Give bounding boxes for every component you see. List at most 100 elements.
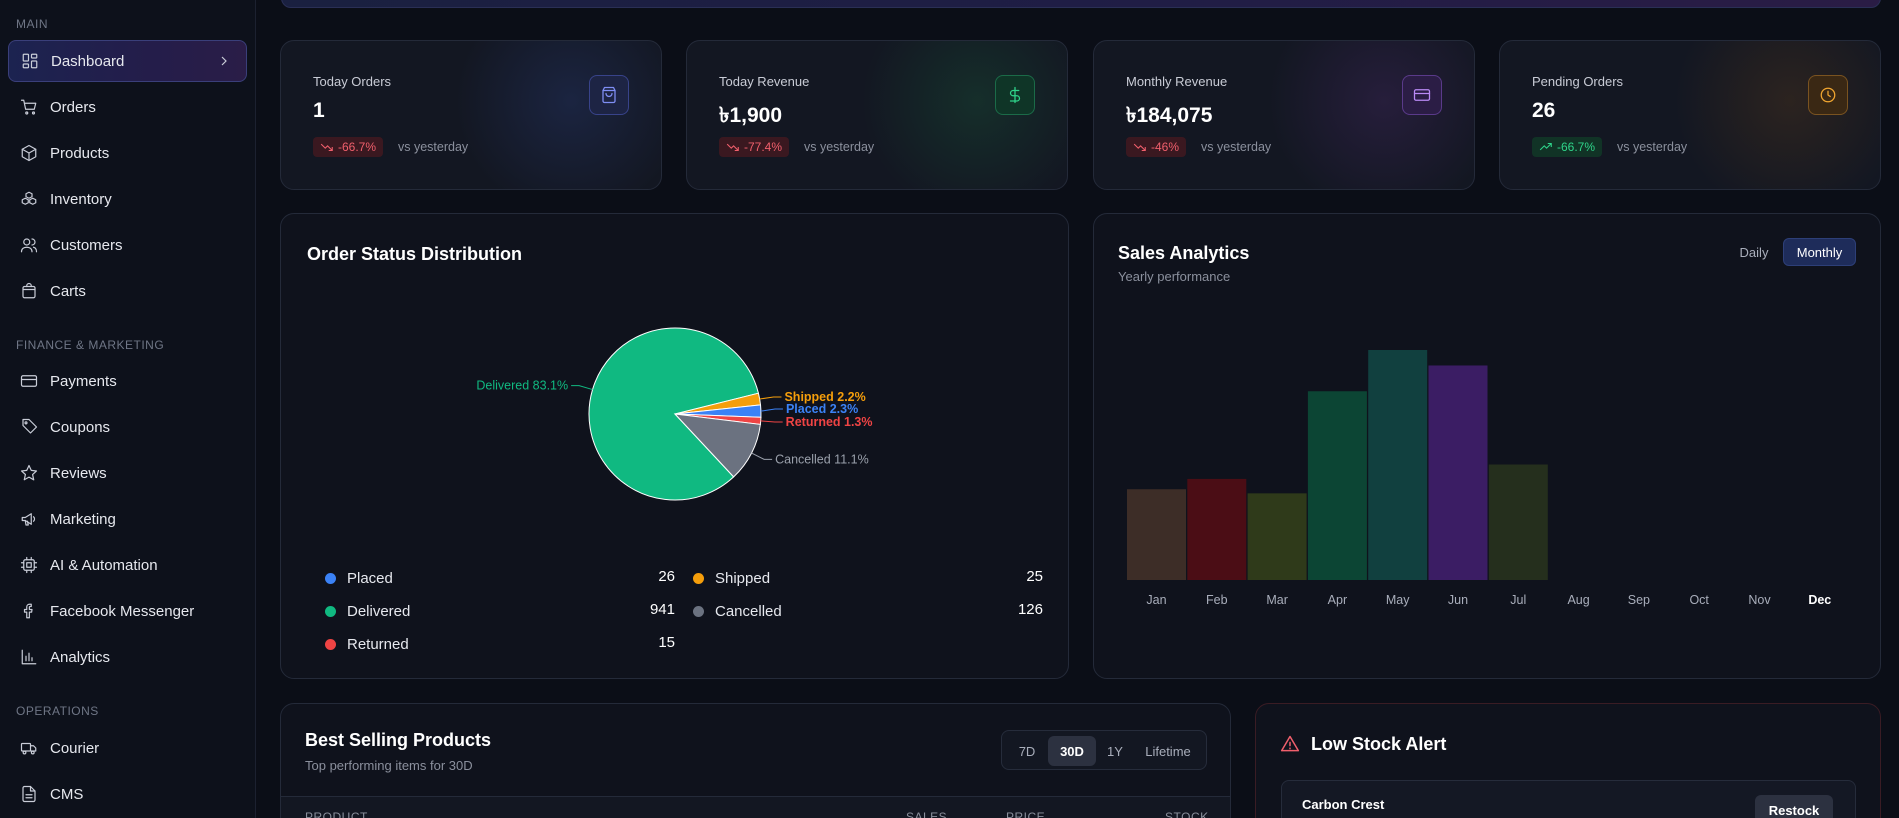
toggle-monthly[interactable]: Monthly	[1783, 238, 1856, 266]
x-tick-sep: Sep	[1627, 593, 1651, 607]
restock-button[interactable]: Restock	[1755, 795, 1833, 818]
sidebar-item-analytics[interactable]: Analytics	[8, 636, 247, 678]
stat-compare-text: vs yesterday	[1201, 140, 1272, 154]
range-lifetime[interactable]: Lifetime	[1145, 743, 1191, 759]
top-banner	[281, 0, 1881, 8]
tag-icon	[20, 418, 38, 436]
low-stock-panel: Low Stock Alert Carbon Crest Restock	[1255, 703, 1881, 818]
sidebar-item-label: Customers	[50, 236, 123, 254]
dollar-icon	[995, 75, 1035, 115]
alert-triangle-icon	[1280, 734, 1300, 759]
sidebar-item-inventory[interactable]: Inventory	[8, 178, 247, 220]
stat-label: Today Orders	[313, 74, 392, 89]
bar-jan	[1127, 489, 1186, 580]
x-tick-jun: Jun	[1447, 593, 1469, 607]
x-tick-feb: Feb	[1206, 593, 1228, 607]
dashboard-icon	[21, 52, 39, 70]
megaphone-icon	[20, 510, 38, 528]
bar-apr	[1307, 391, 1367, 580]
range-7d[interactable]: 7D	[1018, 743, 1036, 759]
legend-dot	[693, 572, 704, 584]
legend-item-placed: Placed	[325, 568, 393, 588]
column-header-stock: STOCK	[1165, 810, 1209, 818]
legend-dot	[693, 605, 704, 617]
x-tick-aug: Aug	[1567, 593, 1590, 607]
legend-item-shipped: Shipped	[693, 568, 770, 588]
trending-up-icon	[1539, 142, 1552, 151]
pie-leader-line	[759, 396, 782, 400]
sidebar-item-label: Payments	[50, 372, 117, 390]
sidebar-item-label: Products	[50, 144, 110, 162]
sidebar-item-label: Orders	[50, 98, 96, 116]
sidebar-item-orders[interactable]: Orders	[8, 86, 247, 128]
facebook-icon	[20, 602, 38, 620]
bar-may	[1368, 350, 1428, 580]
x-tick-jan: Jan	[1146, 593, 1167, 607]
sidebar-item-label: Coupons	[50, 418, 111, 436]
pie-label-returned: Returned 1.3%	[786, 415, 873, 429]
sidebar-item-courier[interactable]: Courier	[8, 727, 247, 769]
box-icon	[20, 144, 38, 162]
truck-icon	[20, 739, 38, 757]
stat-label: Monthly Revenue	[1126, 74, 1228, 89]
table-header: PRODUCT SALES PRICE STOCK	[281, 796, 1230, 818]
pie-leader-line	[571, 385, 593, 391]
sidebar-item-label: Courier	[50, 739, 100, 757]
panel-title: Low Stock Alert	[1311, 734, 1447, 754]
sidebar-item-label: Analytics	[50, 648, 111, 666]
pie-slice-cancelled	[673, 413, 761, 478]
legend-value-cancelled: 126	[1017, 601, 1043, 618]
bar-chart-icon	[20, 648, 38, 666]
trend-badge: -46%	[1126, 137, 1187, 157]
sidebar-item-facebook-messenger[interactable]: Facebook Messenger	[8, 590, 247, 632]
document-icon	[20, 785, 38, 803]
credit-card-icon	[1402, 75, 1442, 115]
range-30d[interactable]: 30D	[1048, 736, 1096, 766]
sidebar-item-label: Dashboard	[51, 52, 125, 70]
bar-jun	[1428, 365, 1488, 580]
stat-compare-text: vs yesterday	[1617, 140, 1688, 154]
sidebar-item-customers[interactable]: Customers	[8, 224, 247, 266]
pie-leader-line	[760, 408, 783, 412]
pie-label-placed: Placed 2.3%	[786, 402, 858, 416]
pie-label-cancelled: Cancelled 11.1%	[775, 452, 869, 466]
sidebar-item-label: Inventory	[50, 190, 112, 208]
range-1y[interactable]: 1Y	[1107, 743, 1123, 759]
legend-value-placed: 26	[658, 568, 675, 585]
legend-item-returned: Returned	[325, 634, 409, 654]
pie-label-shipped: Shipped 2.2%	[784, 390, 865, 404]
sidebar-item-label: AI & Automation	[50, 556, 158, 574]
stat-compare-text: vs yesterday	[804, 140, 875, 154]
stat-value: 26	[1532, 99, 1556, 122]
column-header-price: PRICE	[1006, 810, 1046, 818]
sidebar-item-payments[interactable]: Payments	[8, 360, 247, 402]
legend-item-cancelled: Cancelled	[693, 601, 782, 621]
stat-card-pending-orders: Pending Orders 26 -66.7% vs yesterday	[1499, 40, 1881, 190]
sidebar-item-label: Reviews	[50, 464, 107, 482]
sidebar-item-marketing[interactable]: Marketing	[8, 498, 247, 540]
trending-down-icon	[320, 143, 333, 152]
panel-title: Order Status Distribution	[307, 244, 523, 264]
star-icon	[20, 464, 38, 482]
panel-subtitle: Top performing items for 30D	[305, 758, 473, 773]
pie-label-delivered: Delivered 83.1%	[476, 379, 568, 393]
legend-dot	[325, 572, 336, 584]
legend-value-delivered: 941	[649, 601, 675, 618]
sidebar-item-products[interactable]: Products	[8, 132, 247, 174]
sidebar-item-dashboard[interactable]: Dashboard	[8, 40, 247, 82]
sidebar-item-reviews[interactable]: Reviews	[8, 452, 247, 494]
bar-jul	[1488, 464, 1548, 580]
sidebar-item-coupons[interactable]: Coupons	[8, 406, 247, 448]
legend-value-shipped: 25	[1026, 568, 1043, 585]
sidebar-item-ai-automation[interactable]: AI & Automation	[8, 544, 247, 586]
toggle-daily[interactable]: Daily	[1739, 244, 1769, 260]
order-status-pie-chart: Delivered 83.1% Shipped 2.2%Placed 2.3%Re…	[476, 327, 873, 501]
bar-mar	[1247, 493, 1307, 580]
stat-label: Today Revenue	[719, 74, 810, 89]
sidebar-item-label: Facebook Messenger	[50, 602, 195, 620]
sidebar-item-cms[interactable]: CMS	[8, 773, 247, 815]
trending-down-icon	[1133, 143, 1146, 152]
sidebar-item-carts[interactable]: Carts	[8, 270, 247, 312]
legend-dot	[325, 605, 336, 617]
stat-label: Pending Orders	[1532, 74, 1624, 89]
